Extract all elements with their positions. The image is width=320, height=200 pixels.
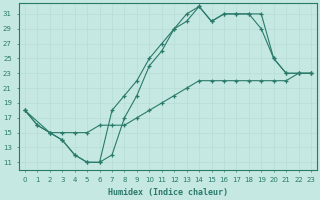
X-axis label: Humidex (Indice chaleur): Humidex (Indice chaleur) bbox=[108, 188, 228, 197]
